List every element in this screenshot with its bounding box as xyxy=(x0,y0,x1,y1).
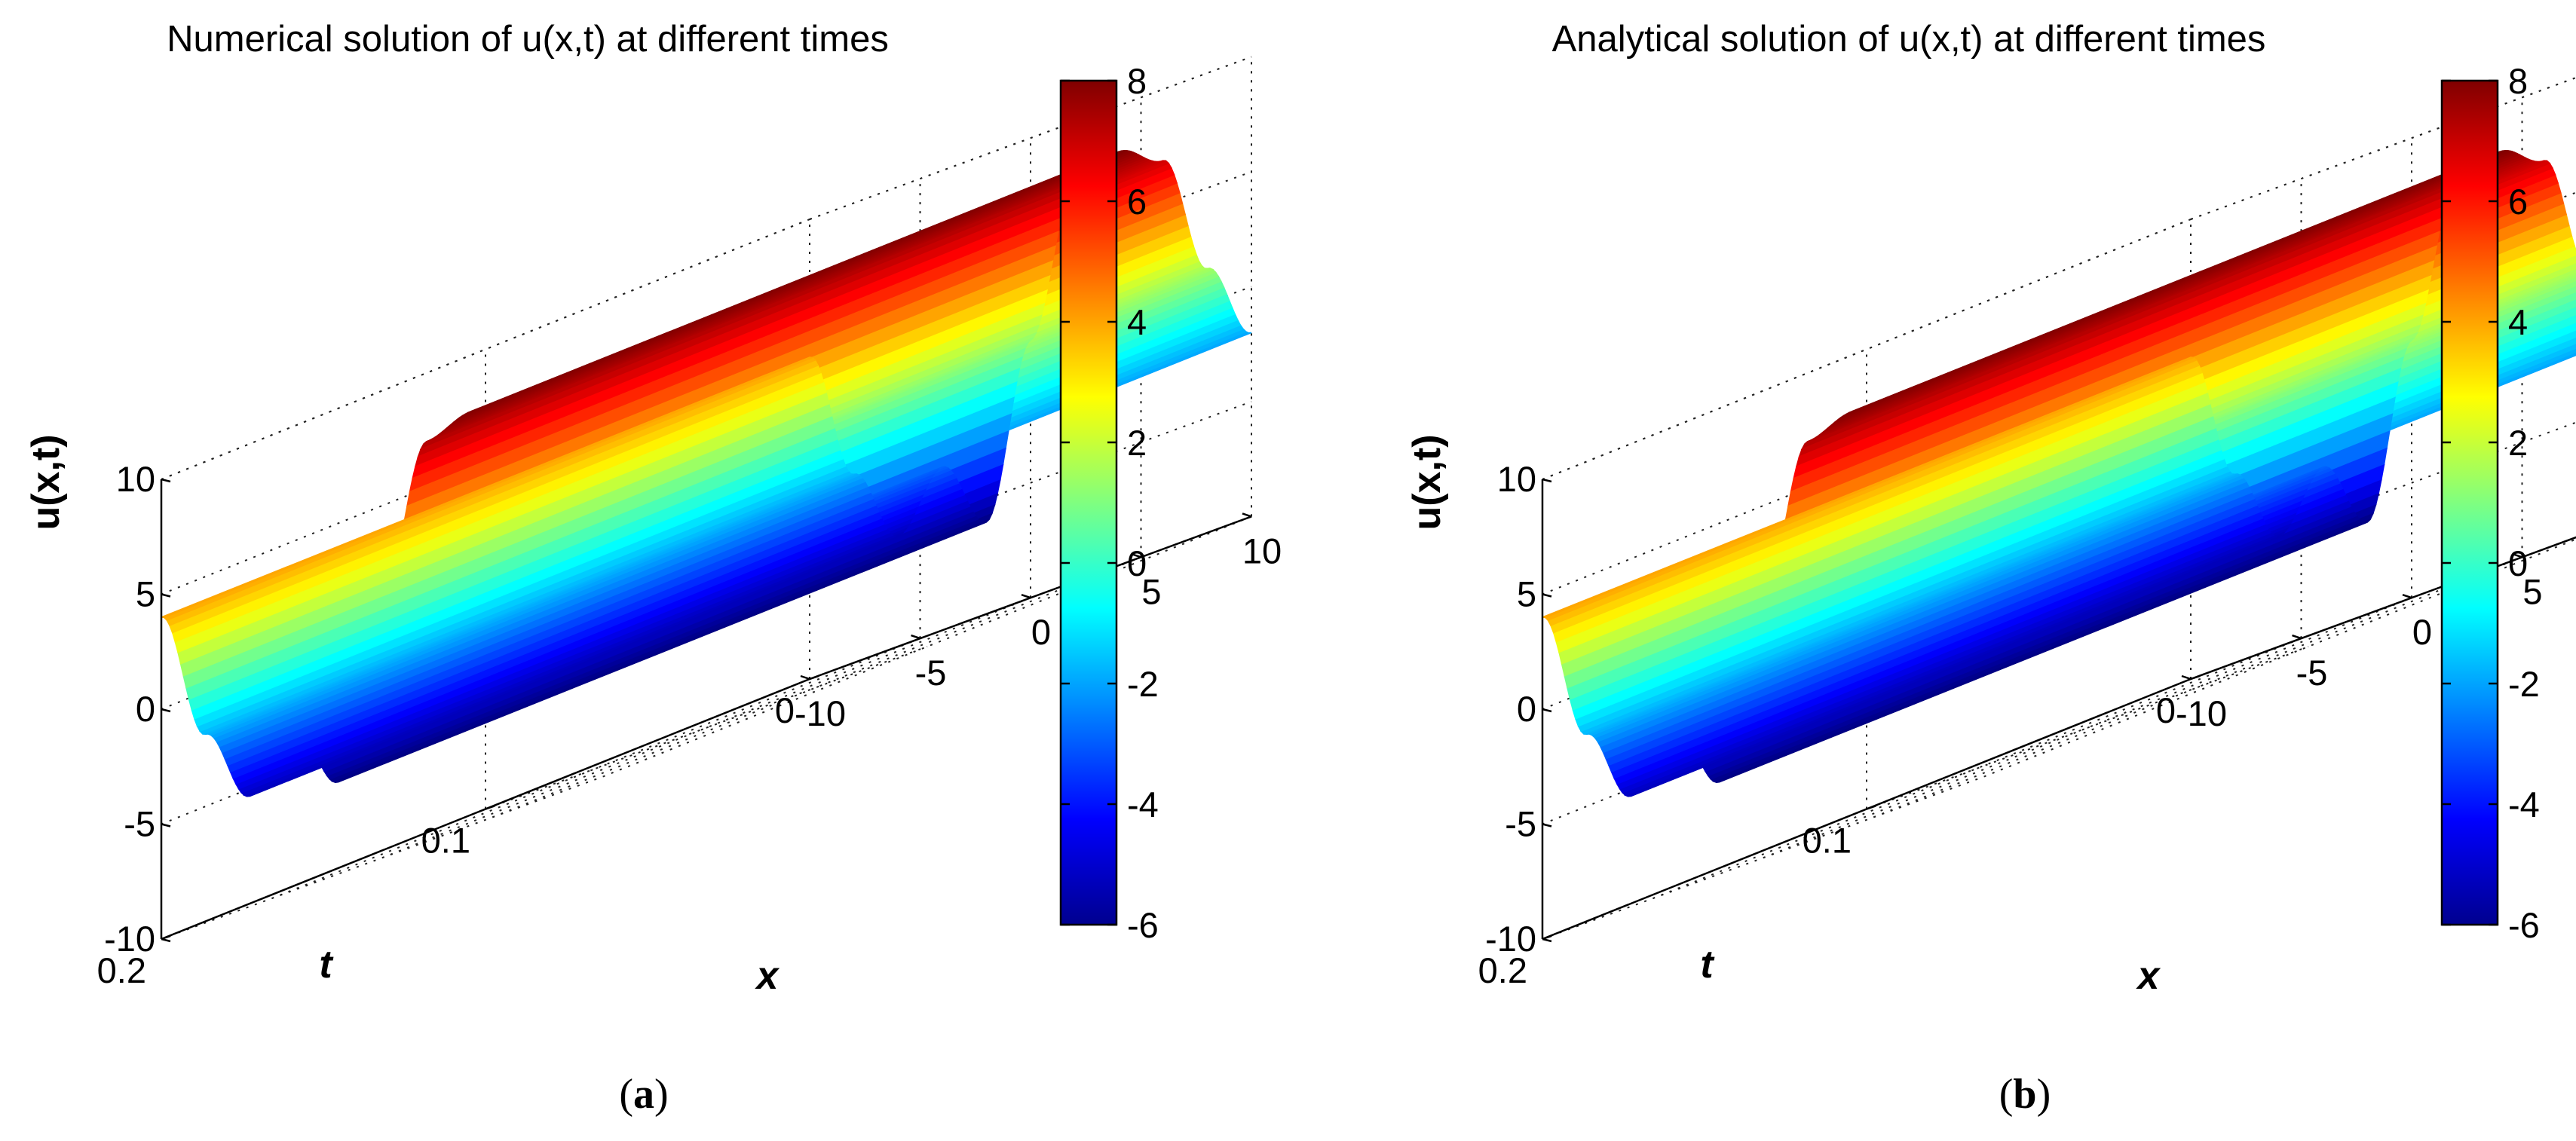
colorbar-tick-label: -4 xyxy=(1127,785,1159,824)
x-tick-mark xyxy=(2292,634,2302,640)
z-tick-mark xyxy=(161,823,171,827)
x-axis-label: x xyxy=(2136,954,2161,998)
x-tick-label: 0 xyxy=(1031,612,1051,652)
colorbar-tick-label: 6 xyxy=(2508,182,2528,222)
z-axis-ticks: -10 -5 0 5 10 xyxy=(104,459,171,959)
colorbar-tick-label: -2 xyxy=(2508,664,2540,704)
panel-a: Numerical solution of u(x,t) at differen… xyxy=(24,19,1282,1118)
x-tick-mark xyxy=(2402,594,2412,599)
surface-strip xyxy=(1542,356,2194,619)
z-tick-mark xyxy=(161,593,171,598)
t-tick-label: 0 xyxy=(775,690,795,730)
z-tick-label: 5 xyxy=(1517,574,1536,614)
x-tick-label: 10 xyxy=(1242,531,1282,570)
x-tick-mark xyxy=(2513,553,2522,558)
panel-b: Analytical solution of u(x,t) at differe… xyxy=(1381,0,2576,1141)
surface-strip xyxy=(161,356,813,619)
surface-plot-a: Numerical solution of u(x,t) at differen… xyxy=(24,19,1282,1118)
colorbar-tick-label: 0 xyxy=(2508,543,2528,583)
t-tick-mark xyxy=(1866,805,1876,810)
colorbar-tick-label: -4 xyxy=(2508,785,2540,824)
colorbar-tick-label: 8 xyxy=(1127,61,1147,101)
chart-title: Analytical solution of u(x,t) at differe… xyxy=(1552,19,2266,60)
z-tick-label: -10 xyxy=(1485,919,1536,959)
surface-plot-b: Analytical solution of u(x,t) at differe… xyxy=(1405,19,2576,1118)
x-tick-mark xyxy=(2181,675,2192,681)
z-tick-mark xyxy=(161,708,171,713)
z-tick-label: 10 xyxy=(116,459,155,499)
x-tick-label: 0 xyxy=(2412,612,2432,652)
t-tick-mark xyxy=(809,675,819,681)
z-axis-label: u(x,t) xyxy=(24,434,68,530)
t-tick-mark xyxy=(2190,675,2201,681)
z-tick-label: -10 xyxy=(104,919,155,959)
surface xyxy=(161,149,1252,797)
chart-title: Numerical solution of u(x,t) at differen… xyxy=(167,19,889,60)
x-tick-label: -5 xyxy=(2296,653,2328,693)
t-tick-label: 0.1 xyxy=(421,821,470,861)
colorbar xyxy=(2442,81,2498,925)
z-tick-label: 10 xyxy=(1497,459,1536,499)
z-tick-mark xyxy=(1542,823,1552,827)
panel-caption: (b) xyxy=(1999,1071,2051,1118)
t-tick-label: 0.1 xyxy=(1803,821,1852,861)
t-tick-mark xyxy=(1542,935,1552,941)
z-tick-label: 0 xyxy=(136,689,155,729)
colorbar-tick-label: 6 xyxy=(1127,182,1147,222)
x-tick-mark xyxy=(911,634,920,640)
surface xyxy=(1542,149,2576,797)
t-tick-label: 0.2 xyxy=(97,950,146,990)
x-tick-label: 5 xyxy=(1141,571,1161,611)
z-tick-label: 0 xyxy=(1517,689,1536,729)
t-axis-ticks: 0 0.1 0.2 xyxy=(97,675,819,990)
x-tick-mark xyxy=(1021,594,1031,599)
colorbar-tick-label: -6 xyxy=(1127,905,1159,945)
x-axis-label: x xyxy=(755,954,780,998)
colorbar xyxy=(1061,81,1116,925)
colorbar-ticks: -6 -4 -2 0 2 4 6 8 xyxy=(2442,61,2540,945)
panel-caption: (a) xyxy=(619,1071,668,1118)
z-tick-label: -5 xyxy=(124,804,155,844)
z-tick-label: -5 xyxy=(1505,804,1536,844)
colorbar-tick-label: 4 xyxy=(1127,302,1147,342)
x-tick-mark xyxy=(1132,553,1141,558)
z-tick-label: 5 xyxy=(136,574,155,614)
t-tick-mark xyxy=(161,935,171,941)
t-axis-ticks: 0 0.1 0.2 xyxy=(1478,675,2201,990)
colorbar-frame xyxy=(2440,79,2499,926)
z-tick-mark xyxy=(161,478,171,483)
colorbar-tick-label: 0 xyxy=(1127,543,1147,583)
colorbar-ticks: -6 -4 -2 0 2 4 6 8 xyxy=(1061,61,1159,945)
z-tick-mark xyxy=(1542,708,1552,713)
z-tick-mark xyxy=(1542,593,1552,598)
t-tick-mark xyxy=(485,805,495,810)
z-tick-mark xyxy=(1542,478,1552,483)
colorbar-tick-label: 2 xyxy=(1127,423,1147,463)
t-tick-label: 0 xyxy=(2156,690,2176,730)
x-tick-label: -10 xyxy=(2176,693,2227,733)
x-tick-mark xyxy=(1242,512,1252,518)
colorbar-tick-label: 4 xyxy=(2508,302,2528,342)
x-tick-label: -5 xyxy=(915,653,947,693)
x-tick-mark xyxy=(800,675,810,681)
colorbar-tick-label: -6 xyxy=(2508,905,2540,945)
colorbar-tick-label: 8 xyxy=(2508,61,2528,101)
colorbar-frame xyxy=(1059,79,1118,926)
t-axis-label: t xyxy=(1700,943,1715,987)
colorbar-tick-label: 2 xyxy=(2508,423,2528,463)
x-tick-label: 5 xyxy=(2522,571,2542,611)
z-axis-label: u(x,t) xyxy=(1405,434,1449,530)
t-tick-label: 0.2 xyxy=(1478,950,1527,990)
colorbar-tick-label: -2 xyxy=(1127,664,1159,704)
x-tick-label: -10 xyxy=(795,693,846,733)
t-axis-label: t xyxy=(319,943,334,987)
